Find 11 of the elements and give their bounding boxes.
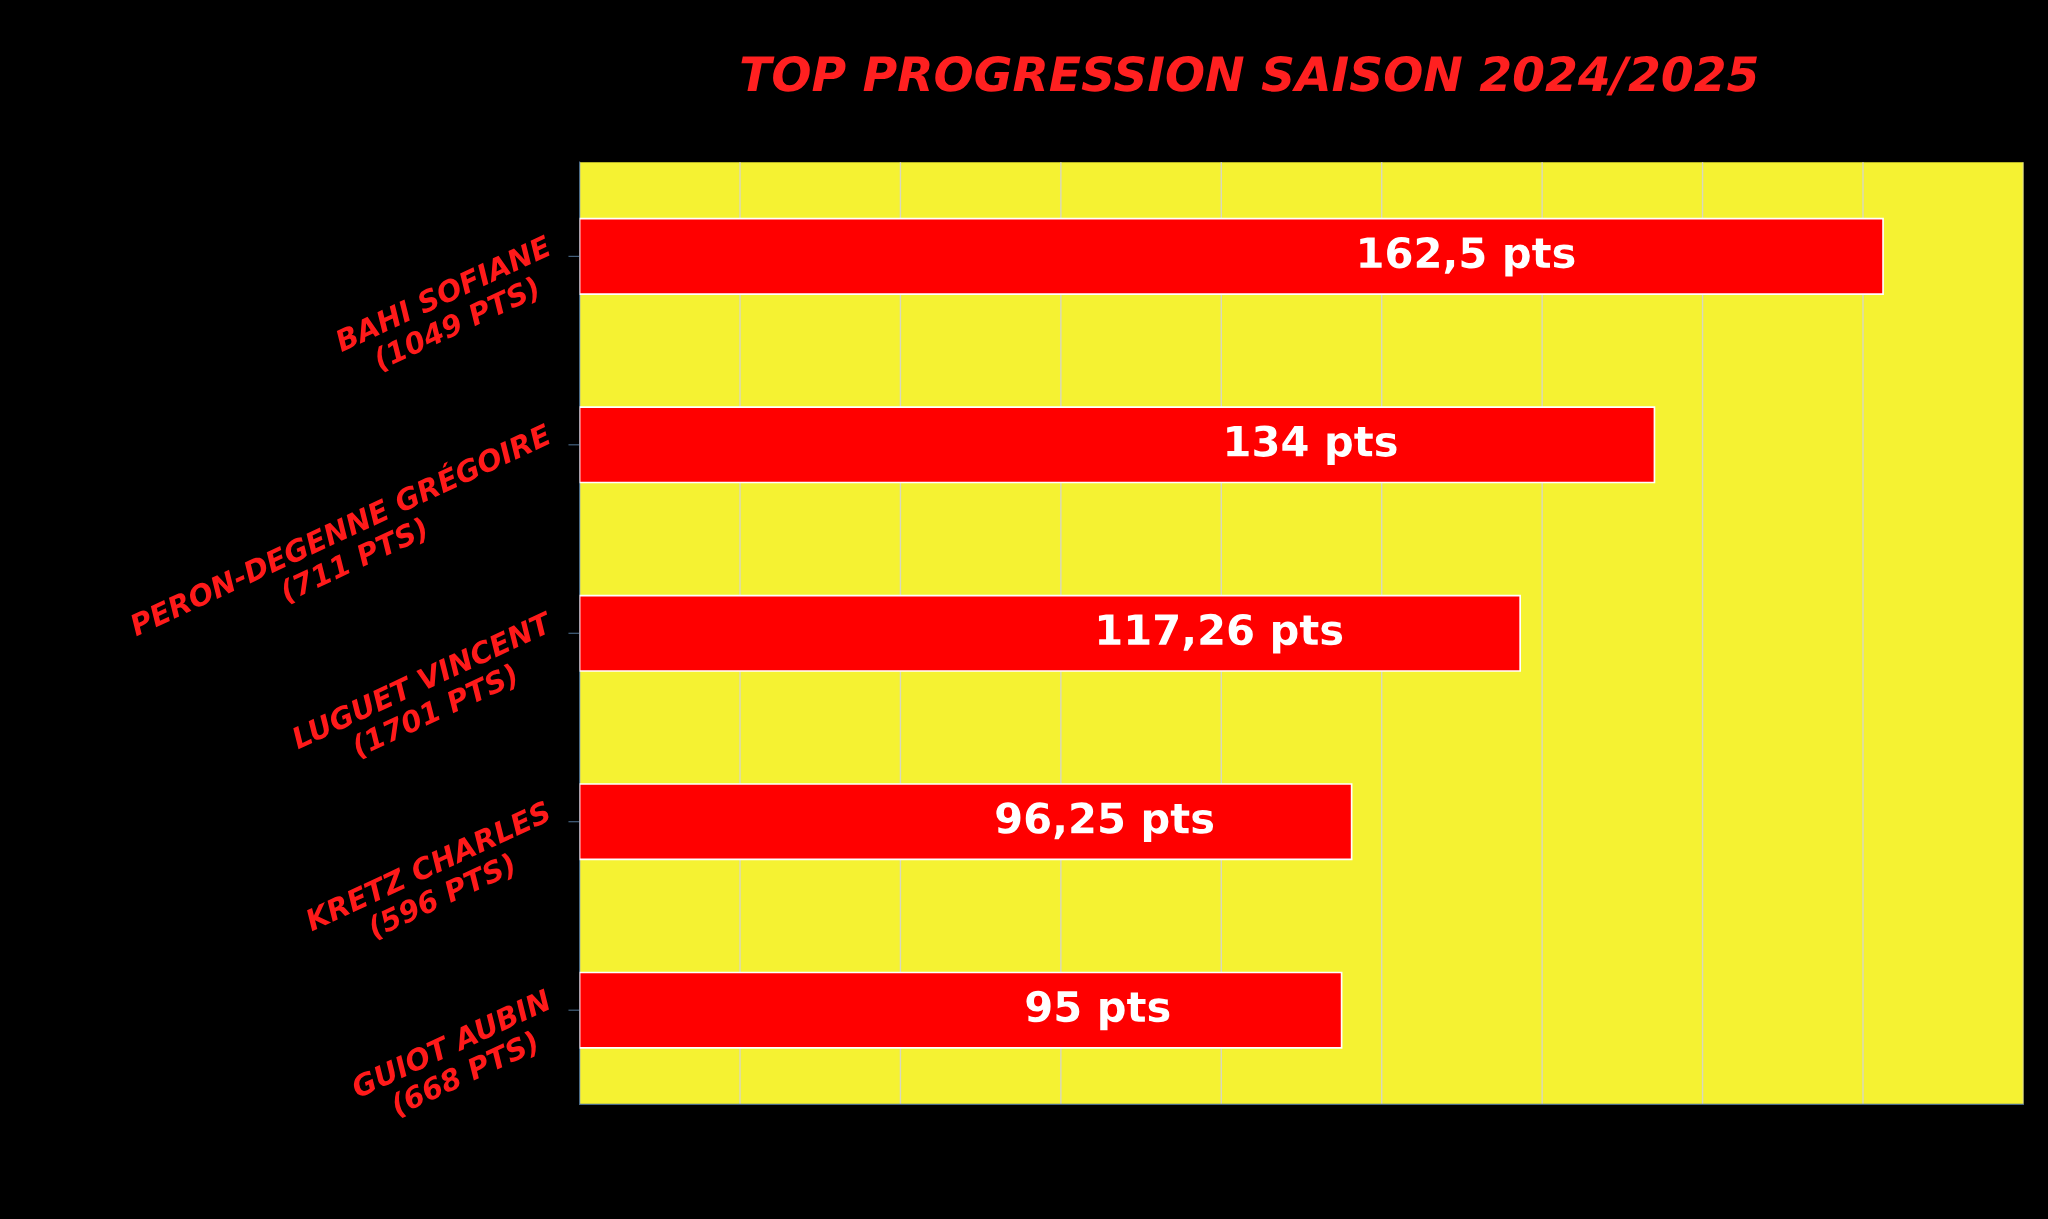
data-label: 95 pts	[1026, 990, 1170, 1031]
chart-title: TOP PROGRESSION SAISON 2024/2025	[741, 56, 1757, 96]
data-label: 96,25 pts	[996, 802, 1214, 842]
bar	[579, 971, 1343, 1049]
data-label: 134 pts	[1227, 425, 1397, 465]
bar	[579, 217, 1884, 295]
bar	[579, 406, 1656, 484]
bar	[579, 594, 1522, 672]
data-label: 162,5 pts	[1360, 236, 1575, 277]
data-label: 117,26 pts	[1098, 613, 1343, 654]
bar	[579, 783, 1353, 861]
